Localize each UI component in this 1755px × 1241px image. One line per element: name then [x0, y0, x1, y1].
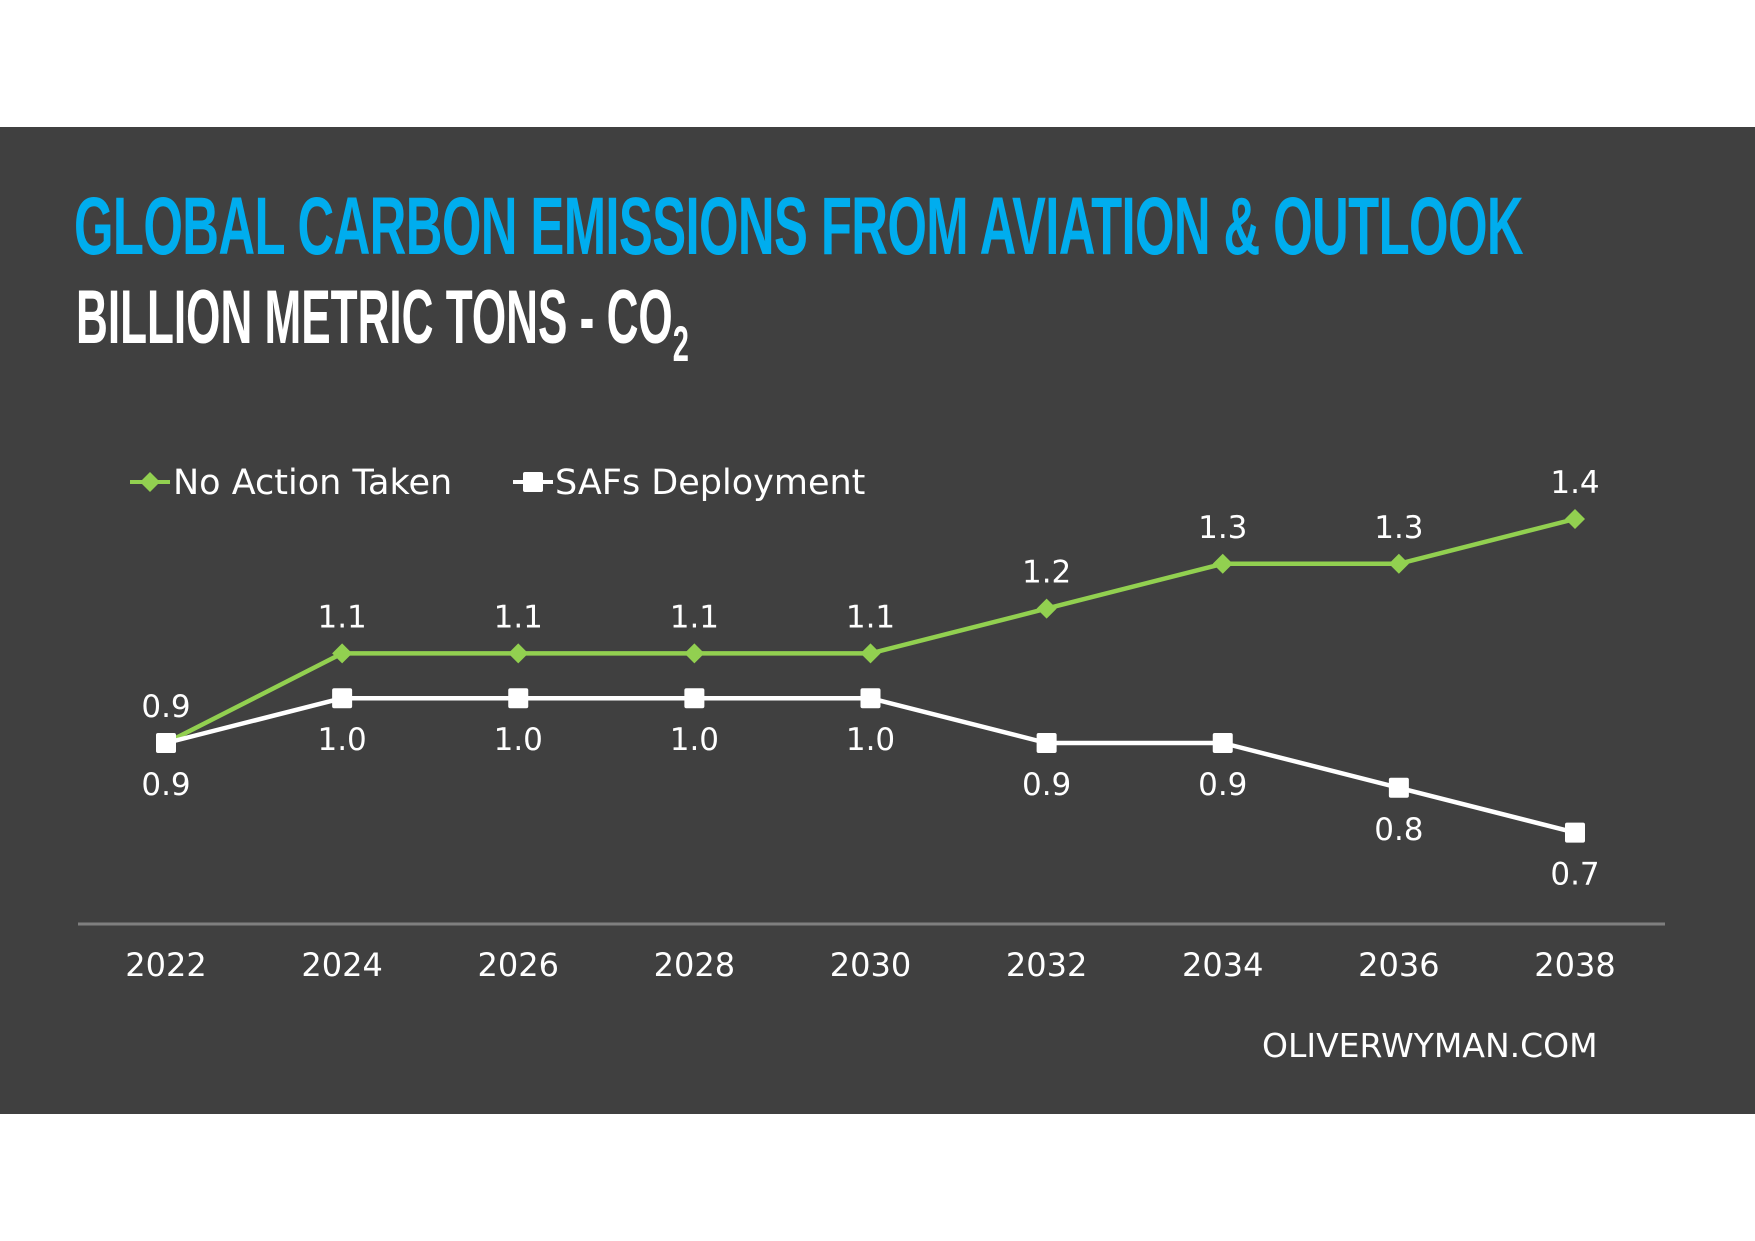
x-tick-label: 2038 — [1534, 946, 1615, 984]
x-tick-label: 2026 — [478, 946, 559, 984]
series-line — [165, 695, 1576, 835]
data-point-square — [1212, 733, 1233, 753]
series-layer: 0.9 1.1 1.1 1.1 1.1 1.2 1.3 1.3 1.4 0.9 1.0 1.0 1.0 1… — [141, 465, 1599, 893]
data-point-square — [860, 688, 881, 709]
data-label: 0.9 — [141, 767, 190, 803]
data-label: 0.9 — [141, 689, 190, 725]
chart-subtitle: BILLION METRIC TONS - CO2 — [76, 280, 689, 372]
data-point-diamond — [1388, 553, 1409, 574]
legend: No Action Taken SAFs Deployment — [130, 463, 865, 503]
x-tick-label: 2030 — [830, 946, 911, 984]
data-label: 1.0 — [494, 722, 543, 758]
x-tick-label: 2036 — [1358, 946, 1439, 984]
data-label: 1.0 — [317, 722, 366, 758]
data-label: 1.0 — [846, 722, 895, 758]
data-label: 1.3 — [1198, 510, 1247, 546]
chart-panel — [0, 127, 1755, 1114]
data-label: 1.0 — [670, 722, 719, 758]
data-point-diamond — [1212, 553, 1233, 574]
x-tick-label: 2022 — [125, 946, 206, 984]
data-point-diamond — [508, 643, 529, 664]
subtitle-subscript: 2 — [672, 316, 689, 372]
legend-label-safs: SAFs Deployment — [555, 463, 865, 503]
data-label: 1.4 — [1550, 465, 1599, 501]
chart-title: GLOBAL CARBON EMISSIONS FROM AVIATION & … — [74, 181, 1524, 272]
data-point-square — [1388, 777, 1409, 798]
data-label: 0.9 — [1022, 767, 1071, 803]
legend-square-icon — [523, 472, 543, 492]
x-tick-label: 2032 — [1006, 946, 1087, 984]
data-point-square — [156, 733, 176, 753]
legend-item-no-action: No Action Taken — [130, 463, 452, 503]
data-point-square — [1036, 733, 1057, 753]
legend-diamond-icon — [140, 472, 160, 492]
data-label: 0.9 — [1198, 767, 1247, 803]
legend-item-safs: SAFs Deployment — [513, 463, 865, 503]
data-point-square — [684, 688, 705, 709]
data-label: 1.2 — [1022, 555, 1071, 591]
series-no-action-taken: 0.9 1.1 1.1 1.1 1.1 1.2 1.3 1.3 1.4 — [141, 465, 1600, 753]
data-label: 0.7 — [1550, 857, 1599, 893]
data-label: 1.1 — [670, 599, 719, 635]
data-point-diamond — [1036, 598, 1057, 619]
series-safs-deployment: 0.9 1.0 1.0 1.0 1.0 0.9 0.9 0.8 0.7 — [141, 688, 1600, 893]
x-axis-ticks: 2022 2024 2026 2028 2030 2032 2034 2036 2038 — [125, 946, 1615, 984]
data-point-diamond — [860, 643, 881, 664]
source-footer: OLIVERWYMAN.COM — [1262, 1026, 1598, 1065]
data-label: 1.1 — [494, 599, 543, 635]
data-point-diamond — [332, 643, 353, 664]
data-point-square — [508, 688, 529, 709]
x-tick-label: 2028 — [654, 946, 735, 984]
data-point-square — [1565, 822, 1585, 843]
legend-label-no-action: No Action Taken — [173, 463, 452, 503]
data-point-diamond — [684, 643, 705, 664]
data-label: 1.1 — [317, 599, 366, 635]
data-label: 0.8 — [1374, 812, 1423, 848]
data-label: 1.3 — [1374, 510, 1423, 546]
data-point-square — [332, 688, 353, 709]
data-point-diamond — [1565, 509, 1585, 529]
subtitle-main: BILLION METRIC TONS - CO — [76, 275, 673, 360]
data-label: 1.1 — [846, 599, 895, 635]
x-tick-label: 2024 — [301, 946, 382, 984]
x-tick-label: 2034 — [1182, 946, 1263, 984]
